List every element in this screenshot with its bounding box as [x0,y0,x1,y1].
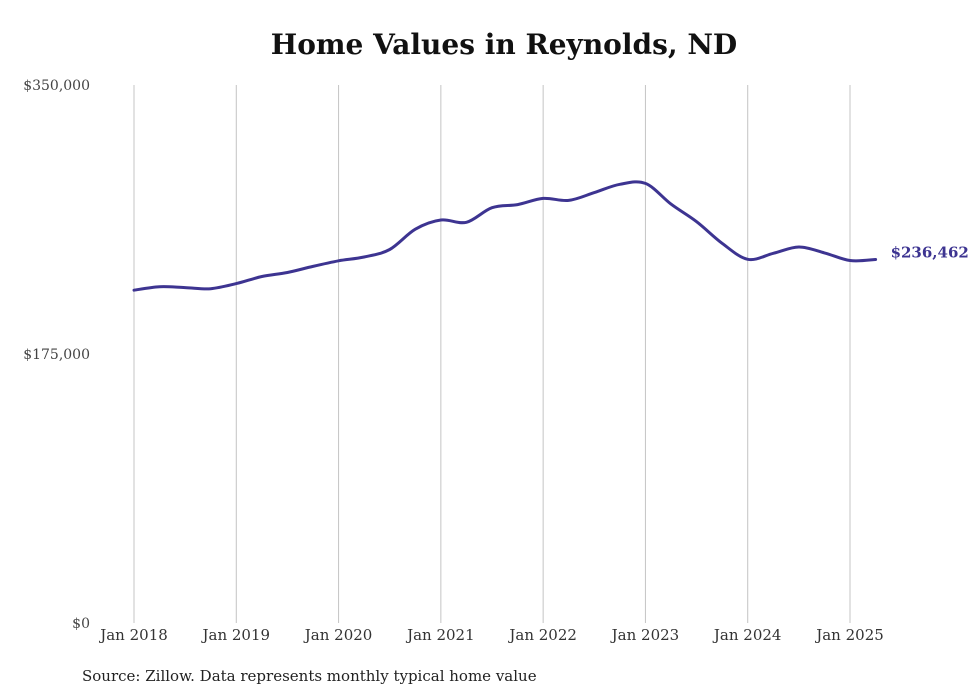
x-tick-label: Jan 2025 [814,626,884,644]
y-tick-label: $175,000 [23,347,90,363]
line-chart: $0$175,000$350,000 Jan 2018 Jan 2019 Jan 2… [23,78,969,644]
x-tick-label: Jan 2024 [712,626,782,644]
series-group [132,180,878,292]
x-tick-label: Jan 2021 [405,626,475,644]
chart-title: Home Values in Reynolds, ND [270,28,738,61]
x-axis-ticks: Jan 2018 Jan 2019 Jan 2020 Jan 2021 Jan 2022… [98,626,884,644]
source-note: Source: Zillow. Data represents monthly … [82,667,537,685]
latest-value-label: $236,462 [891,244,969,262]
gridlines [133,85,851,623]
annotations: $236,462 [891,244,969,262]
y-axis-ticks: $0 $175,000 $350,000 [23,78,90,632]
y-tick-label: $0 [72,616,90,632]
x-tick-label: Jan 2022 [507,626,577,644]
y-tick-label: $350,000 [23,78,90,94]
home-value-line [132,180,878,292]
x-tick-label: Jan 2020 [303,626,373,644]
x-tick-label: Jan 2018 [98,626,168,644]
x-tick-label: Jan 2019 [201,626,271,644]
x-tick-label: Jan 2023 [610,626,680,644]
